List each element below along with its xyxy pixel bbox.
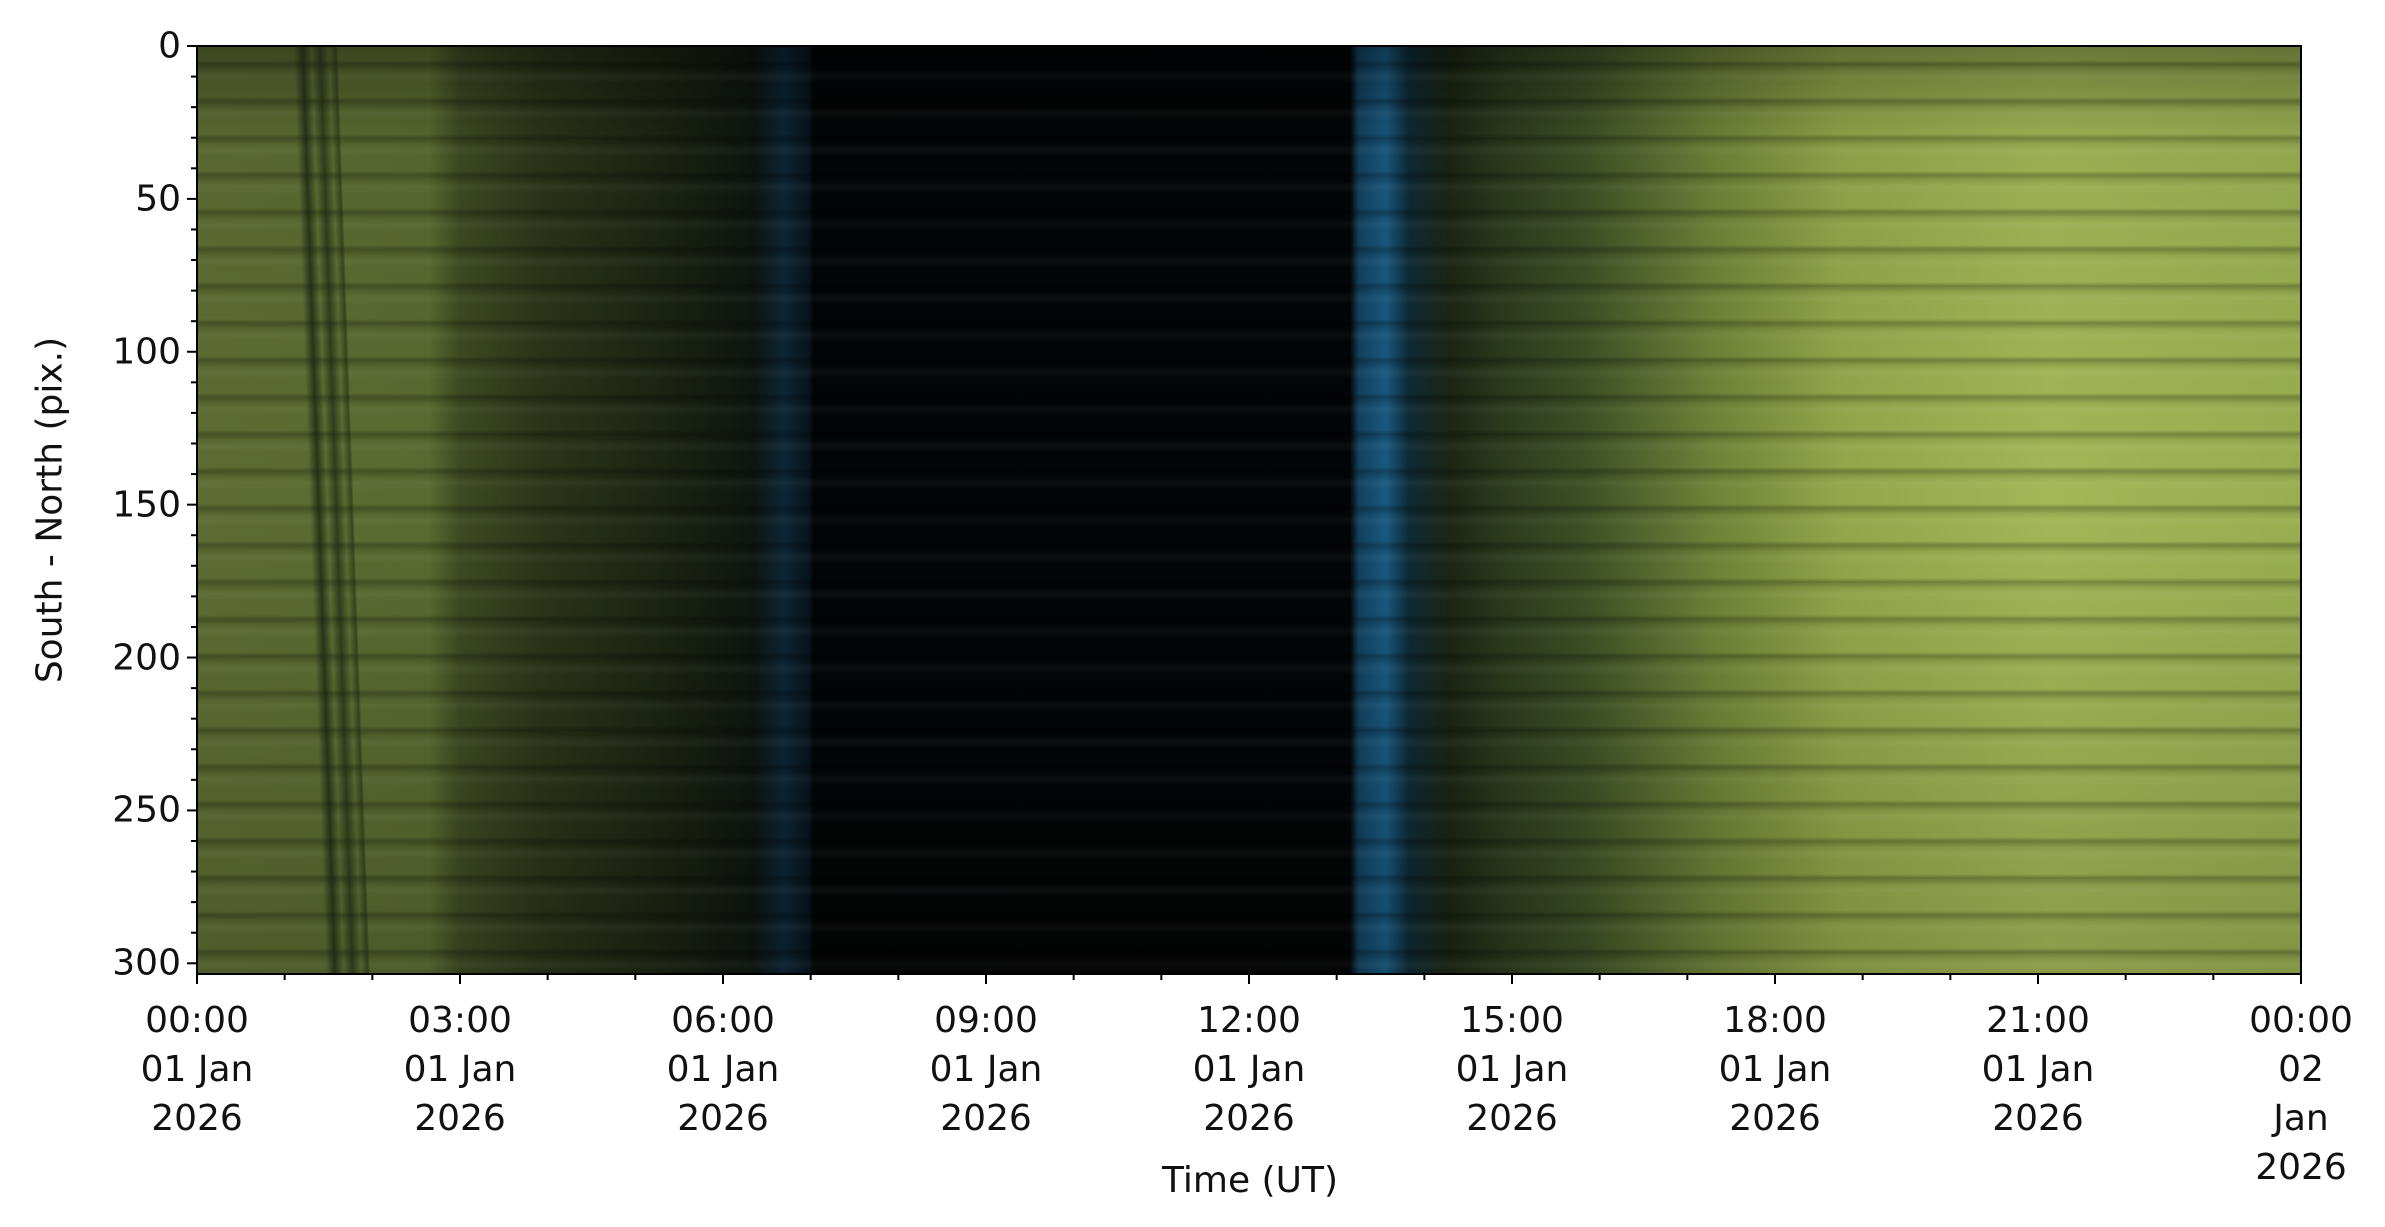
y-tick-label: 100	[112, 331, 181, 373]
y-tick-label: 150	[112, 484, 181, 526]
keogram-image	[197, 46, 2301, 974]
x-tick-label: 09:00 01 Jan 2026	[929, 1000, 1043, 1139]
x-tick-label: 15:00 01 Jan 2026	[1455, 1000, 1569, 1139]
y-tick-label: 250	[112, 789, 181, 831]
y-tick-label: 200	[112, 637, 181, 679]
x-tick-label: 21:00 01 Jan 2026	[1981, 1000, 2095, 1139]
x-tick-label: 12:00 01 Jan 2026	[1192, 1000, 1306, 1139]
axes-frame	[196, 45, 2302, 975]
x-tick-label: 06:00 01 Jan 2026	[666, 1000, 780, 1139]
x-tick-label: 00:00 01 Jan 2026	[140, 1000, 254, 1139]
y-axis-label: South - North (pix.)	[29, 336, 71, 684]
x-tick-label: 03:00 01 Jan 2026	[403, 1000, 517, 1139]
x-tick-label: 00:00 02 Jan 2026	[2249, 1000, 2353, 1188]
y-tick-label: 50	[135, 178, 181, 220]
x-tick-label: 18:00 01 Jan 2026	[1718, 1000, 1832, 1139]
y-tick-label: 300	[112, 942, 181, 984]
x-axis-label: Time (UT)	[1162, 1160, 1338, 1201]
y-tick-label: 0	[158, 25, 181, 67]
keogram-texture	[197, 46, 2301, 974]
